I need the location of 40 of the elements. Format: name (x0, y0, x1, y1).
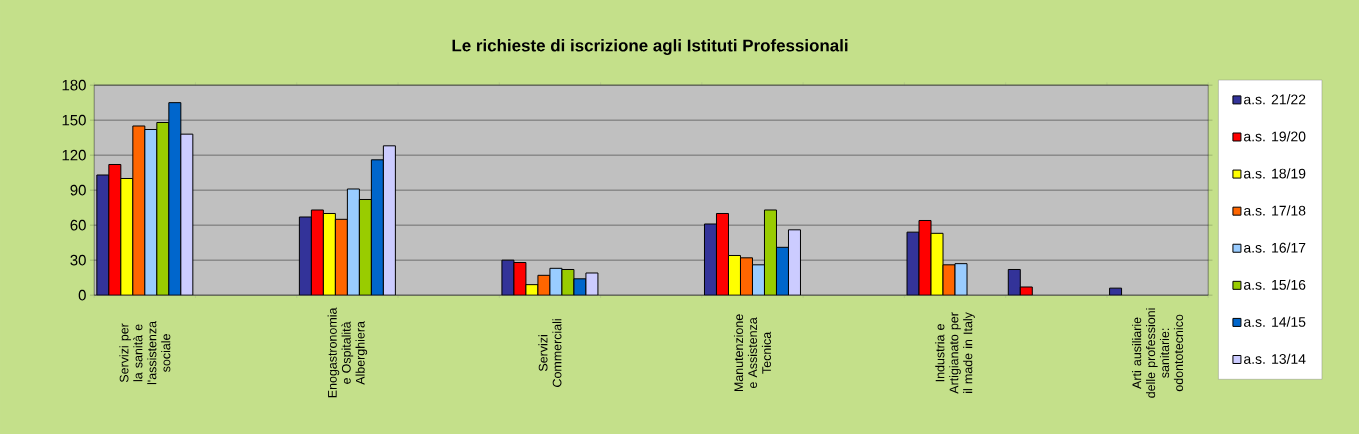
bar (727, 254, 741, 296)
y-tick-label: 90 (70, 184, 86, 196)
legend-label: a.s. 21/22 (1244, 94, 1306, 105)
bar (180, 133, 194, 296)
bar (703, 223, 717, 296)
bar (96, 174, 110, 296)
legend-label: a.s. 13/14 (1244, 353, 1306, 364)
bar (298, 216, 312, 296)
chart-title: Le richieste di iscrizione agli Istituti Professionali (452, 39, 848, 55)
y-tick-label: 180 (62, 79, 86, 91)
bar (715, 212, 729, 296)
bar (144, 128, 158, 296)
x-tick-label: Manutenzione e Assistenza Tecnica (733, 314, 771, 392)
y-tick-label: 0 (78, 289, 86, 301)
legend-label: a.s. 19/20 (1244, 131, 1306, 142)
y-tick-label: 120 (62, 149, 86, 161)
bar (787, 229, 801, 296)
bar (382, 145, 396, 296)
legend-label: a.s. 16/17 (1244, 242, 1306, 253)
legend-label: a.s. 14/15 (1244, 316, 1306, 327)
bar (108, 163, 122, 296)
bar (346, 188, 360, 296)
y-tick-label: 60 (70, 219, 86, 231)
bar (358, 198, 372, 296)
x-tick-label: Industria e Artigianato per il made in Italy (935, 312, 975, 394)
bar (310, 209, 324, 296)
x-tick-label: Servizi Commerciali (538, 319, 562, 387)
y-tick-label: 30 (70, 254, 86, 266)
y-tick-label: 150 (62, 114, 86, 126)
x-tick-label: Servizi per la sanità e l'assistenza sociale (119, 320, 171, 385)
bar (322, 212, 336, 296)
legend-label: a.s. 17/18 (1244, 205, 1306, 216)
legend-label: a.s. 15/16 (1244, 279, 1306, 290)
x-tick-label: Arti ausiliarie delle professioni sanitarie: odontotecnico (1132, 308, 1184, 398)
x-tick-label: Enogastronomia e Ospitalità Alberghiera (327, 307, 368, 398)
bar (120, 177, 134, 296)
legend-label: a.s. 18/19 (1244, 168, 1306, 179)
bar (156, 121, 170, 296)
bar (763, 209, 777, 296)
bar (751, 264, 765, 296)
